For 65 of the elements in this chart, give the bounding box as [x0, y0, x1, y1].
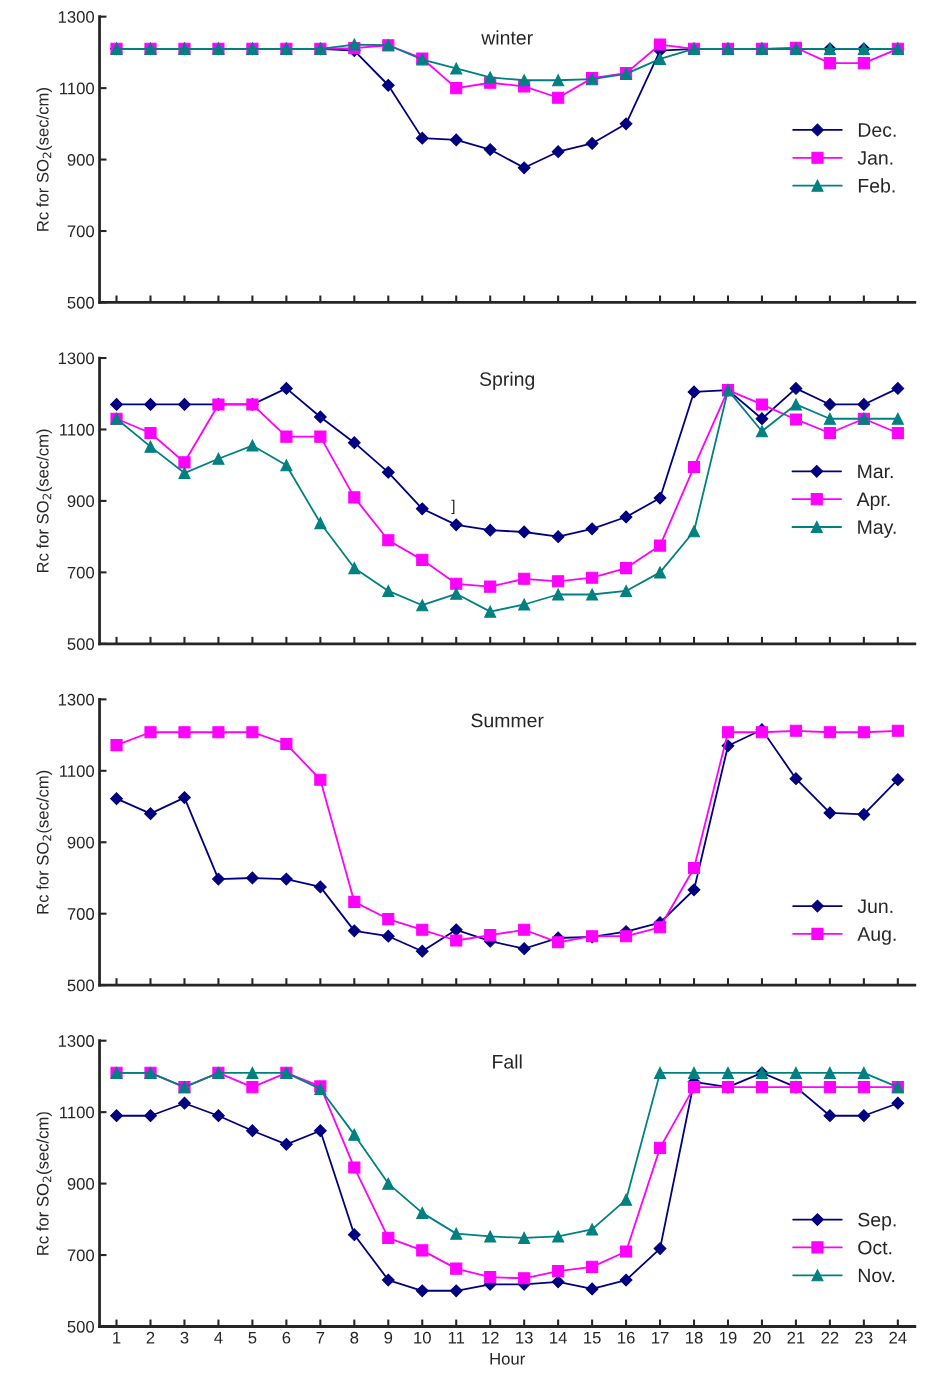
- y-tick-label: 1300: [58, 1035, 95, 1047]
- y-tick-label: 700: [67, 1249, 95, 1262]
- y-tick-label: 1300: [58, 11, 95, 23]
- y-axis-title: Rc for SO$_{2}$(sec/cm): [36, 429, 52, 573]
- legend-label: Mar.: [858, 464, 893, 479]
- x-tick-label: 5: [248, 1331, 257, 1344]
- y-tick-label: 1100: [60, 423, 95, 436]
- y-tick-label: 1100: [60, 765, 95, 778]
- x-tick-label: 23: [855, 1331, 873, 1344]
- x-tick-label: 22: [821, 1331, 839, 1344]
- y-tick-label: 1100: [60, 82, 95, 95]
- text: Fall: [493, 1054, 522, 1069]
- x-tick-label: 17: [652, 1331, 669, 1344]
- y-tick-label: 500: [67, 296, 95, 309]
- x-tick-label: 9: [384, 1331, 393, 1344]
- y-tick-label: 900: [67, 153, 95, 166]
- legend-label: Jan.: [857, 151, 893, 165]
- legend-label: Apr.: [856, 492, 890, 510]
- legend-label: Dec.: [858, 123, 896, 137]
- legend-label: Jun.: [857, 899, 893, 914]
- x-tick-label: 2: [146, 1331, 155, 1344]
- y-tick-label: 500: [67, 638, 95, 650]
- annotation: ]: [451, 499, 455, 515]
- x-tick-label: 12: [482, 1331, 499, 1344]
- y-tick-label: 900: [67, 836, 95, 849]
- legend-label: Sep.: [858, 1212, 896, 1231]
- x-tick-label: 4: [214, 1331, 223, 1344]
- y-axis-title: Rc for SO$_{2}$(sec/cm): [36, 88, 52, 231]
- x-tick-label: 1: [113, 1331, 121, 1344]
- text: winter: [481, 30, 533, 45]
- y-tick-label: 900: [67, 1178, 95, 1190]
- legend-label: May.: [858, 520, 896, 538]
- x-tick-label: 11: [448, 1331, 465, 1344]
- x-tick-label: 16: [618, 1331, 635, 1344]
- x-tick-label: 24: [889, 1331, 907, 1344]
- y-tick-label: 500: [67, 979, 95, 992]
- y-tick-label: 1300: [58, 693, 95, 706]
- text: Spring: [479, 371, 535, 390]
- x-tick-label: 7: [316, 1331, 325, 1344]
- x-tick-label: 3: [180, 1331, 189, 1344]
- x-tick-label: 14: [550, 1331, 567, 1344]
- y-tick-label: 700: [67, 908, 95, 920]
- x-tick-label: 6: [282, 1331, 291, 1344]
- y-tick-label: 500: [67, 1320, 95, 1333]
- x-tick-label: 19: [719, 1331, 737, 1344]
- legend-label: Feb.: [858, 178, 895, 193]
- legend-label: Aug.: [857, 927, 896, 945]
- legend-label: Oct.: [858, 1240, 892, 1255]
- legend-label: Nov.: [858, 1268, 895, 1283]
- x-tick-label: 20: [753, 1331, 771, 1344]
- y-tick-label: 1100: [60, 1106, 95, 1119]
- y-tick-label: 700: [67, 566, 95, 579]
- text: Summer: [471, 713, 544, 728]
- x-axis-title: Hour: [490, 1353, 525, 1365]
- x-tick-label: 15: [584, 1331, 601, 1344]
- x-tick-label: 13: [516, 1331, 533, 1344]
- y-tick-label: 700: [67, 225, 95, 238]
- x-tick-label: 18: [686, 1331, 703, 1344]
- x-tick-label: 8: [350, 1331, 359, 1344]
- x-tick-label: 10: [414, 1331, 431, 1344]
- y-tick-label: 1300: [58, 352, 95, 365]
- y-tick-label: 900: [67, 495, 95, 508]
- y-axis-title: Rc for SO$_{2}$(sec/cm): [36, 770, 52, 914]
- x-tick-label: 21: [787, 1331, 805, 1344]
- y-axis-title: Rc for SO$_{2}$(sec/cm): [36, 1112, 52, 1255]
